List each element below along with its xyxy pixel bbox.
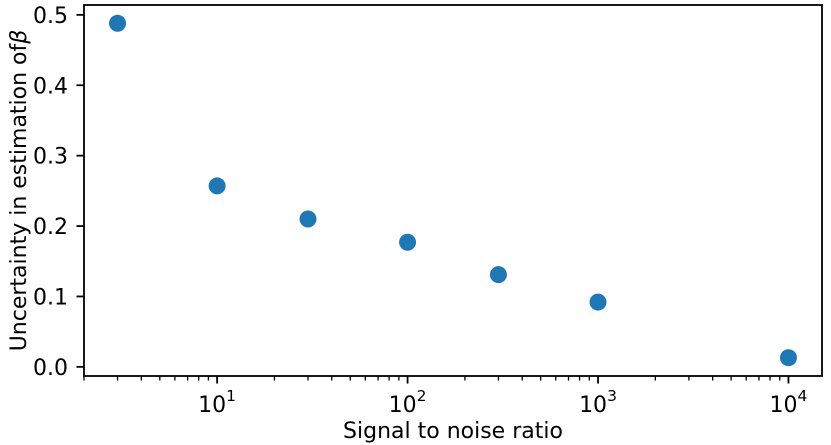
plot-spines (83, 4, 823, 377)
y-tick-label: 0.1 (33, 285, 68, 310)
x-tick-label: 102 (389, 387, 427, 418)
y-axis-label: Uncertainty in estimation ofβ (7, 30, 32, 352)
data-point (489, 266, 507, 284)
data-point (109, 14, 127, 32)
y-tick-label: 0.2 (33, 215, 68, 240)
y-tick-label: 0.4 (33, 74, 68, 99)
x-tick-label: 103 (579, 387, 617, 418)
y-tick-label: 0.3 (33, 145, 68, 170)
data-point (779, 349, 797, 367)
data-point (208, 177, 226, 195)
y-tick-label: 0.5 (33, 4, 68, 29)
data-points (109, 14, 797, 367)
x-tick-label: 101 (198, 387, 236, 418)
data-point (589, 293, 607, 311)
data-point (299, 210, 317, 228)
x-axis-label: Signal to noise ratio (343, 419, 563, 444)
y-tick-label: 0.0 (33, 356, 68, 381)
data-point (399, 233, 417, 251)
x-minor-ticks (83, 376, 781, 381)
x-tick-label: 104 (770, 387, 808, 418)
beta-symbol: β (7, 30, 32, 45)
